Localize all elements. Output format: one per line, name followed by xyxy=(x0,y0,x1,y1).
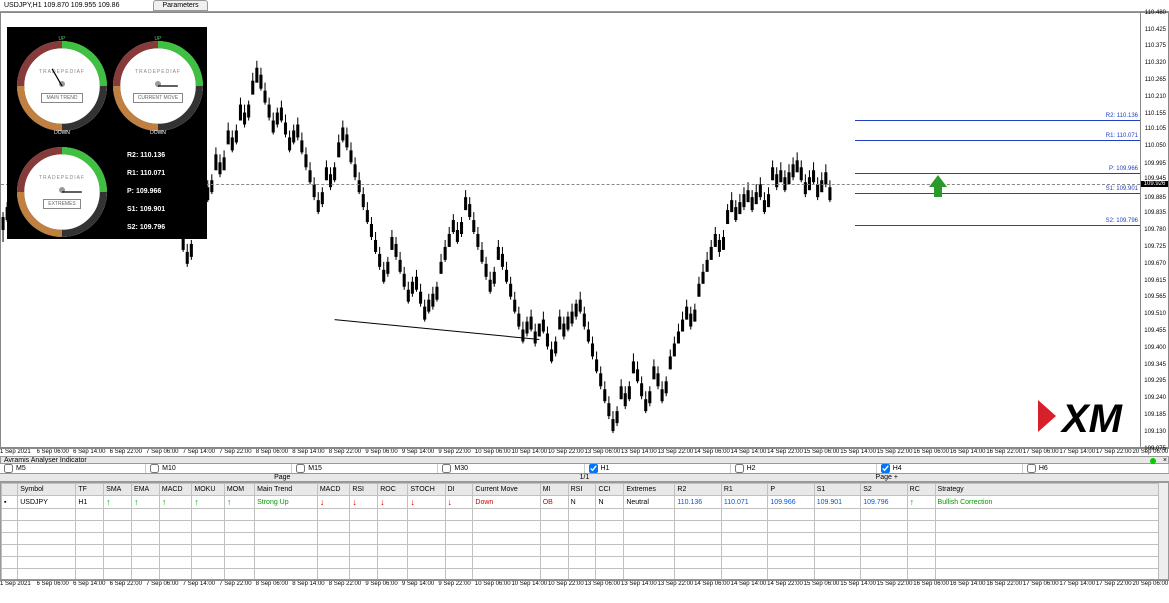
status-dot-icon xyxy=(1150,458,1156,464)
tf-checkbox-m30[interactable] xyxy=(442,464,451,473)
col-Main Trend[interactable]: Main Trend xyxy=(255,484,318,496)
table-row xyxy=(2,545,1168,557)
tf-m10[interactable]: M10 xyxy=(146,464,292,473)
col-CCI[interactable]: CCI xyxy=(596,484,624,496)
page-bar: Page 1/1 Page + xyxy=(0,474,1169,482)
col-Current Move[interactable]: Current Move xyxy=(473,484,540,496)
tf-checkbox-m15[interactable] xyxy=(296,464,305,473)
time-axis-bottom: 1 Sep 20216 Sep 06:006 Sep 14:006 Sep 22… xyxy=(0,580,1169,588)
scrollbar[interactable] xyxy=(1158,483,1168,579)
page-left[interactable]: Page xyxy=(0,474,565,481)
col-ROC[interactable]: ROC xyxy=(378,484,408,496)
tradepediaf-panel: TRADEPEDIAFMAIN TREND UPDOWN TRADEPEDIAF… xyxy=(7,27,207,239)
page-indicator: 1/1 xyxy=(565,474,605,481)
table-row xyxy=(2,569,1168,581)
analyser-table-wrap: SymbolTFSMAEMAMACDMOKUMOMMain TrendMACDR… xyxy=(0,482,1169,580)
tf-m5[interactable]: M5 xyxy=(0,464,146,473)
col-STOCH[interactable]: STOCH xyxy=(408,484,445,496)
col-S1[interactable]: S1 xyxy=(814,484,860,496)
analyser-header: Avramis Analyser Indicator × xyxy=(0,456,1169,464)
col-MACD[interactable]: MACD xyxy=(159,484,192,496)
table-row xyxy=(2,533,1168,545)
col-MOM[interactable]: MOM xyxy=(224,484,254,496)
price-axis: 110.480110.425110.375110.320110.265110.2… xyxy=(1140,13,1168,447)
gauge-extremes: TRADEPEDIAFEXTREMES xyxy=(17,147,107,237)
tf-checkbox-h1[interactable] xyxy=(589,464,598,473)
tf-h4[interactable]: H4 xyxy=(877,464,1023,473)
col-RC[interactable]: RC xyxy=(907,484,935,496)
col-R1[interactable]: R1 xyxy=(721,484,767,496)
col-DI[interactable]: DI xyxy=(445,484,473,496)
col-TF[interactable]: TF xyxy=(76,484,104,496)
gauge-current-move: TRADEPEDIAFCURRENT MOVE UPDOWN xyxy=(113,41,203,131)
chart-title: USDJPY,H1 109.870 109.955 109.86 xyxy=(0,2,123,9)
col-Extremes[interactable]: Extremes xyxy=(624,484,675,496)
table-row xyxy=(2,521,1168,533)
col-flag[interactable] xyxy=(2,484,18,496)
tf-h1[interactable]: H1 xyxy=(585,464,731,473)
col-R2[interactable]: R2 xyxy=(675,484,721,496)
svg-text:XM: XM xyxy=(1060,397,1124,436)
tf-h6[interactable]: H6 xyxy=(1023,464,1169,473)
col-MOKU[interactable]: MOKU xyxy=(192,484,225,496)
col-MI[interactable]: MI xyxy=(540,484,568,496)
gauge-main-trend: TRADEPEDIAFMAIN TREND UPDOWN xyxy=(17,41,107,131)
tf-m15[interactable]: M15 xyxy=(292,464,438,473)
col-P[interactable]: P xyxy=(768,484,814,496)
col-MACD[interactable]: MACD xyxy=(317,484,350,496)
tf-checkbox-h2[interactable] xyxy=(735,464,744,473)
col-RSI[interactable]: RSI xyxy=(568,484,596,496)
up-arrow-icon xyxy=(929,175,947,200)
chart-area[interactable]: R2: 110.136R1: 110.071P: 109.966S1: 109.… xyxy=(0,12,1169,448)
table-row xyxy=(2,557,1168,569)
table-row xyxy=(2,509,1168,521)
page-right[interactable]: Page + xyxy=(605,474,1169,481)
tf-checkbox-m10[interactable] xyxy=(150,464,159,473)
col-S2[interactable]: S2 xyxy=(861,484,907,496)
analyser-title: Avramis Analyser Indicator xyxy=(4,457,87,464)
close-icon[interactable]: × xyxy=(1163,457,1167,464)
timeframe-row: M5M10M15M30H1H2H4H6 xyxy=(0,464,1169,474)
analyser-table: SymbolTFSMAEMAMACDMOKUMOMMain TrendMACDR… xyxy=(1,483,1168,580)
col-EMA[interactable]: EMA xyxy=(132,484,160,496)
col-Strategy[interactable]: Strategy xyxy=(935,484,1167,496)
col-RSI[interactable]: RSI xyxy=(350,484,378,496)
tf-checkbox-h4[interactable] xyxy=(881,464,890,473)
pivot-list: R2: 110.136R1: 110.071P: 109.966S1: 109.… xyxy=(127,147,165,237)
tf-h2[interactable]: H2 xyxy=(731,464,877,473)
col-Symbol[interactable]: Symbol xyxy=(18,484,76,496)
table-row[interactable]: ▪USDJPYH1 ↑↑↑↑↑ Strong Up ↓↓↓↓↓ Down OBN… xyxy=(2,496,1168,509)
time-axis: 1 Sep 20216 Sep 06:006 Sep 14:006 Sep 22… xyxy=(0,448,1169,456)
tf-checkbox-h6[interactable] xyxy=(1027,464,1036,473)
col-SMA[interactable]: SMA xyxy=(104,484,132,496)
tf-checkbox-m5[interactable] xyxy=(4,464,13,473)
chart-header: USDJPY,H1 109.870 109.955 109.86 Paramet… xyxy=(0,0,1169,12)
tf-m30[interactable]: M30 xyxy=(438,464,584,473)
xm-logo: XM xyxy=(1034,396,1134,439)
parameters-tab[interactable]: Parameters xyxy=(153,0,207,11)
